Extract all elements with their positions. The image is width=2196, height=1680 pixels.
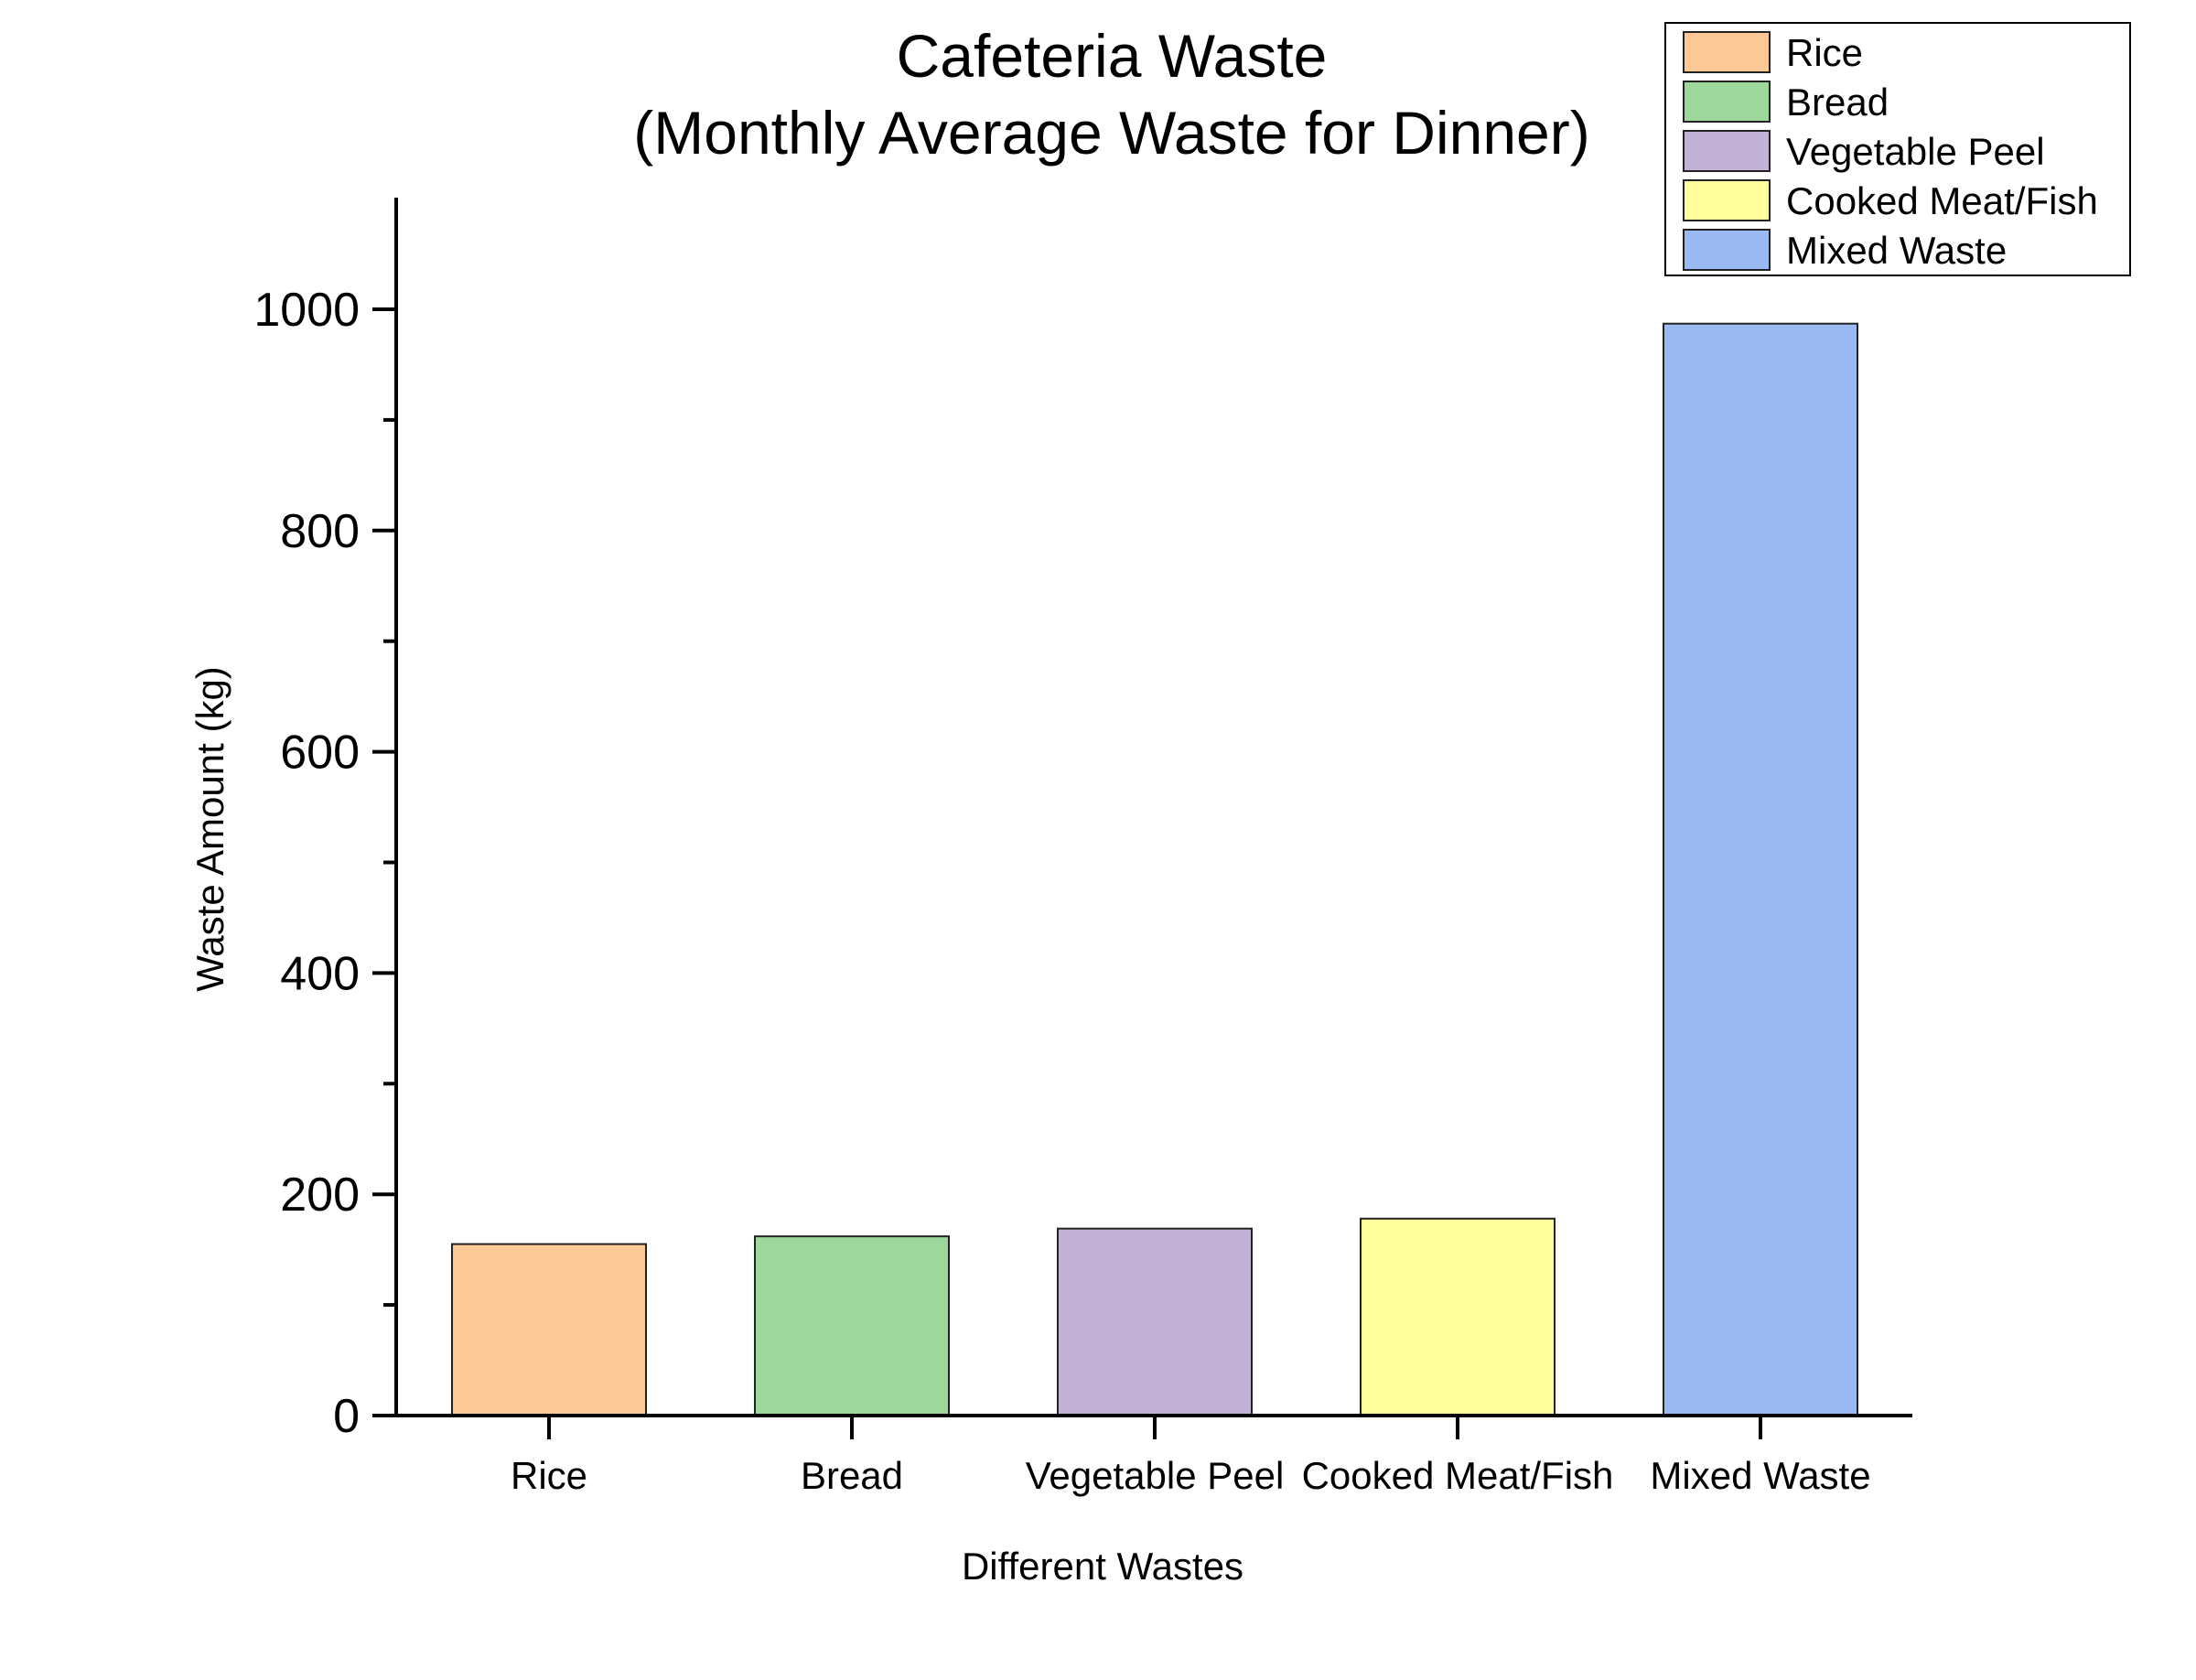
y-tick-label: 200: [280, 1168, 360, 1222]
y-tick-label: 400: [280, 947, 360, 1000]
x-tick-label: Bread: [801, 1454, 903, 1497]
x-tick-label: Rice: [511, 1454, 587, 1497]
y-axis-title: Waste Amount (kg): [188, 666, 231, 992]
bars-group: [451, 322, 1858, 1416]
x-axis-title: Different Wastes: [962, 1545, 1243, 1588]
bar-vegetable-peel: [1057, 1227, 1253, 1416]
legend-label: Rice: [1786, 31, 1863, 74]
chart-title: Cafeteria Waste: [897, 22, 1328, 90]
legend-label: Mixed Waste: [1786, 229, 2007, 272]
y-tick-label: 0: [333, 1390, 360, 1443]
bar-rice: [451, 1243, 647, 1416]
bar-bread: [754, 1235, 950, 1416]
bar-cooked-meat-fish: [1360, 1217, 1556, 1416]
x-tick-label: Cooked Meat/Fish: [1302, 1454, 1614, 1497]
legend-label: Cooked Meat/Fish: [1786, 179, 2098, 222]
y-tick-label: 800: [280, 505, 360, 558]
chart-subtitle: (Monthly Average Waste for Dinner): [633, 99, 1589, 167]
x-tick-label: Mixed Waste: [1650, 1454, 1870, 1497]
legend-swatch-vegetable-peel: [1683, 130, 1771, 172]
legend-label: Bread: [1786, 81, 1889, 124]
legend-swatch-rice: [1683, 31, 1771, 73]
legend-swatch-bread: [1683, 81, 1771, 123]
legend-label: Vegetable Peel: [1786, 130, 2045, 173]
legend-swatch-mixed-waste: [1683, 229, 1771, 271]
legend-swatch-cooked-meat-fish: [1683, 179, 1771, 221]
legend: Rice Bread Vegetable Peel Cooked Meat/Fish M…: [1664, 22, 2131, 276]
y-tick-label: 1000: [253, 284, 360, 337]
y-axis: 0 200 400 600 800 1000: [253, 198, 398, 1443]
y-tick-label: 600: [280, 727, 360, 780]
x-tick-label: Vegetable Peel: [1026, 1454, 1285, 1497]
bar-mixed-waste: [1663, 322, 1858, 1416]
x-axis: Rice Bread Vegetable Peel Cooked Meat/Fish M…: [373, 1414, 1912, 1497]
